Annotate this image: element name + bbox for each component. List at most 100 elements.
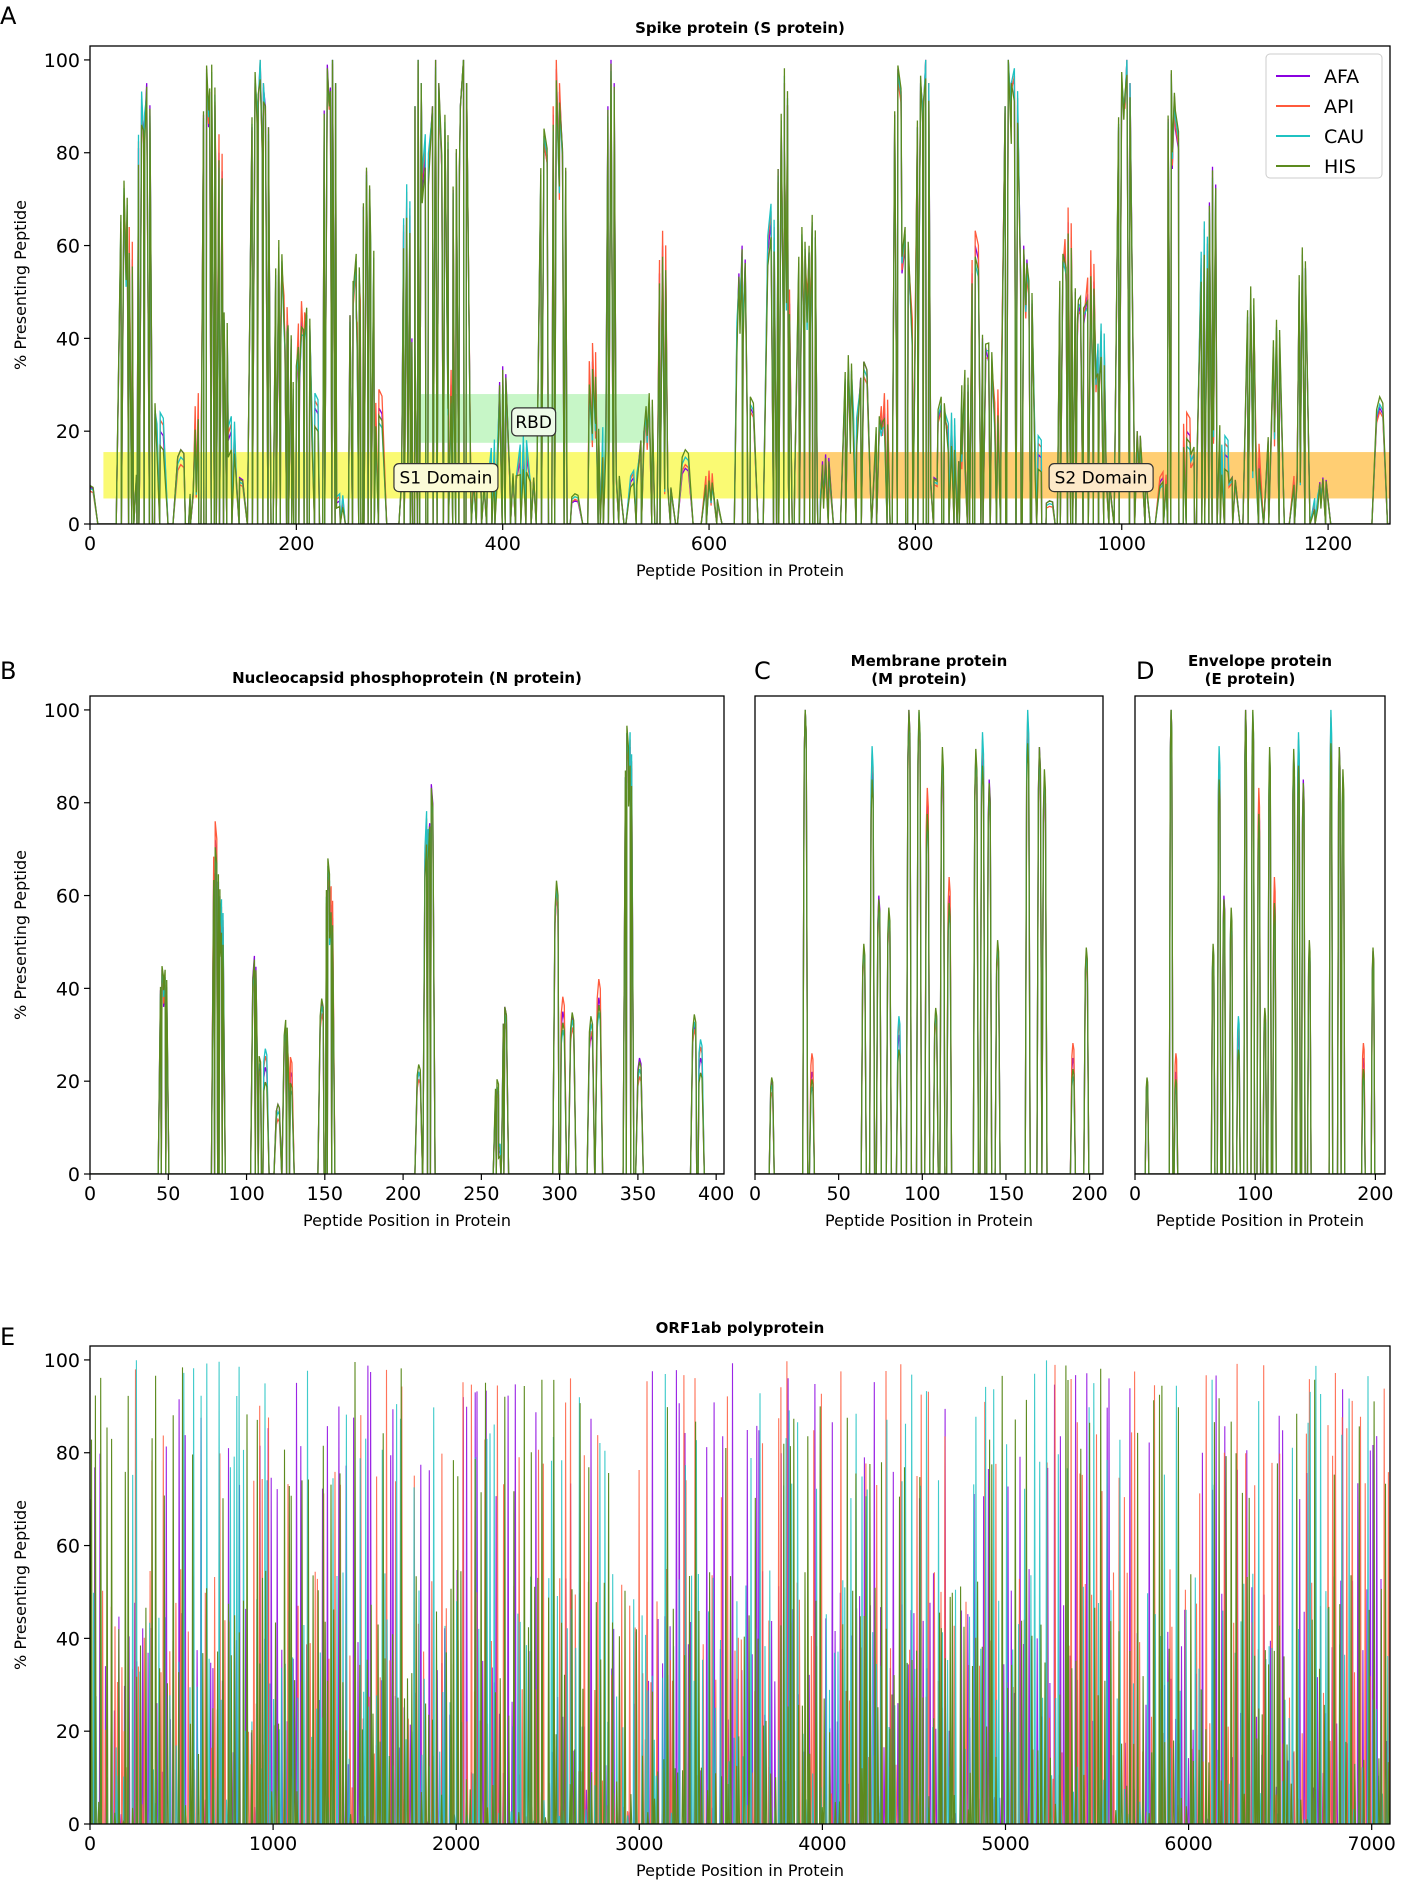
y-tick-label: 80 bbox=[56, 1443, 80, 1465]
y-axis-label: % Presenting Peptide bbox=[11, 200, 30, 370]
y-tick-label: 0 bbox=[68, 1814, 80, 1836]
x-tick-label: 0 bbox=[1129, 1183, 1141, 1205]
y-tick-label: 80 bbox=[56, 143, 80, 165]
x-tick-label: 250 bbox=[463, 1183, 499, 1205]
chart-title: Nucleocapsid phosphoprotein (N protein) bbox=[232, 669, 582, 687]
y-tick-label: 100 bbox=[44, 50, 80, 72]
x-tick-label: 150 bbox=[307, 1183, 343, 1205]
x-tick-label: 200 bbox=[1357, 1183, 1393, 1205]
series-group bbox=[755, 709, 1103, 1174]
chart-title: Spike protein (S protein) bbox=[635, 19, 845, 37]
region-label-box bbox=[393, 462, 499, 493]
panel-letter-b: B bbox=[0, 657, 16, 685]
x-tick-label: 7000 bbox=[1348, 1833, 1396, 1855]
y-tick-label: 20 bbox=[56, 1721, 80, 1743]
chart-title: (E protein) bbox=[1205, 670, 1296, 688]
x-tick-label: 50 bbox=[827, 1183, 851, 1205]
y-tick-label: 20 bbox=[56, 1071, 80, 1093]
y-tick-label: 40 bbox=[56, 978, 80, 1000]
x-tick-label: 200 bbox=[278, 533, 314, 555]
series-group bbox=[90, 59, 1390, 524]
plot-frame bbox=[89, 45, 1391, 525]
x-tick-label: 1000 bbox=[249, 1833, 297, 1855]
x-tick-label: 400 bbox=[698, 1183, 734, 1205]
y-tick-label: 40 bbox=[56, 328, 80, 350]
x-tick-label: 0 bbox=[749, 1183, 761, 1205]
envelope-protein-chart: 0 100 200 Envelope protein(E protein) Peptid… bbox=[1129, 652, 1394, 1230]
plot-frame bbox=[89, 1345, 1391, 1825]
x-tick-label: 0 bbox=[84, 533, 96, 555]
series-line-his bbox=[90, 725, 724, 1174]
legend-label-afa: AFA bbox=[1324, 66, 1359, 88]
x-tick-label: 1200 bbox=[1304, 533, 1352, 555]
x-tick-label: 400 bbox=[485, 533, 521, 555]
legend-label-api: API bbox=[1324, 96, 1354, 118]
x-tick-label: 300 bbox=[541, 1183, 577, 1205]
plot-frame bbox=[89, 695, 725, 1175]
series-line-his bbox=[90, 59, 1390, 524]
x-tick-label: 5000 bbox=[981, 1833, 1029, 1855]
region-label-box bbox=[1048, 462, 1154, 493]
series-line-his bbox=[1135, 709, 1385, 1174]
chart-title: Envelope protein bbox=[1188, 652, 1332, 670]
series-group bbox=[90, 1360, 1390, 1824]
x-tick-label: 350 bbox=[620, 1183, 656, 1205]
region-label: S2 Domain bbox=[1055, 469, 1148, 489]
chart-title: (M protein) bbox=[871, 670, 966, 688]
series-group bbox=[1135, 709, 1385, 1174]
x-tick-label: 4000 bbox=[798, 1833, 846, 1855]
x-tick-label: 1000 bbox=[1098, 533, 1146, 555]
y-tick-label: 20 bbox=[56, 421, 80, 443]
x-tick-label: 100 bbox=[228, 1183, 264, 1205]
orf1ab-chart: 0 1000 2000 3000 4000 5000 6000 7000 0 20 40 60 80 10… bbox=[11, 1319, 1396, 1880]
y-tick-label: 60 bbox=[56, 886, 80, 908]
y-tick-label: 100 bbox=[44, 700, 80, 722]
region-label: S1 Domain bbox=[399, 469, 492, 489]
chart-title: ORF1ab polyprotein bbox=[656, 1319, 825, 1337]
series-line-his bbox=[755, 709, 1103, 1174]
x-tick-label: 150 bbox=[988, 1183, 1024, 1205]
y-tick-label: 60 bbox=[56, 1536, 80, 1558]
x-tick-label: 0 bbox=[84, 1833, 96, 1855]
legend-label-his: HIS bbox=[1324, 156, 1356, 178]
x-axis-label: Peptide Position in Protein bbox=[636, 1861, 844, 1880]
x-tick-label: 200 bbox=[1071, 1183, 1107, 1205]
panel-letter-a: A bbox=[0, 2, 17, 30]
nucleocapsid-chart: 0 50 100 150 200 250 300 350 400 0 20 40 60 80 100 Nucl… bbox=[11, 669, 734, 1230]
plot-frame bbox=[754, 695, 1104, 1175]
x-tick-label: 100 bbox=[1237, 1183, 1273, 1205]
y-tick-label: 60 bbox=[56, 236, 80, 258]
x-tick-label: 2000 bbox=[432, 1833, 480, 1855]
y-tick-label: 0 bbox=[68, 1164, 80, 1186]
series-group bbox=[90, 725, 724, 1174]
x-tick-label: 50 bbox=[156, 1183, 180, 1205]
series-line-his bbox=[90, 1361, 1390, 1824]
x-tick-label: 0 bbox=[84, 1183, 96, 1205]
y-tick-label: 40 bbox=[56, 1628, 80, 1650]
panel-letter-c: C bbox=[754, 657, 771, 685]
x-axis-label: Peptide Position in Protein bbox=[303, 1211, 511, 1230]
x-axis-label: Peptide Position in Protein bbox=[825, 1211, 1033, 1230]
panel-letter-d: D bbox=[1136, 657, 1154, 685]
plot-frame bbox=[1134, 695, 1386, 1175]
chart-title: Membrane protein bbox=[851, 652, 1008, 670]
x-tick-label: 100 bbox=[904, 1183, 940, 1205]
series-line-afa bbox=[90, 1363, 1389, 1824]
region-label-box bbox=[511, 407, 557, 437]
y-tick-label: 100 bbox=[44, 1350, 80, 1372]
x-tick-label: 200 bbox=[385, 1183, 421, 1205]
y-tick-label: 0 bbox=[68, 514, 80, 536]
x-tick-label: 600 bbox=[691, 533, 727, 555]
x-tick-label: 6000 bbox=[1164, 1833, 1212, 1855]
x-axis-label: Peptide Position in Protein bbox=[1156, 1211, 1364, 1230]
legend-box bbox=[1265, 53, 1383, 179]
membrane-protein-chart: 0 50 100 150 200 Membrane protein(M protein) P… bbox=[749, 652, 1108, 1230]
region-label: RBD bbox=[515, 413, 552, 433]
y-axis-label: % Presenting Peptide bbox=[11, 1500, 30, 1670]
x-tick-label: 800 bbox=[897, 533, 933, 555]
legend-label-cau: CAU bbox=[1324, 126, 1364, 148]
x-axis-label: Peptide Position in Protein bbox=[636, 561, 844, 580]
y-tick-label: 80 bbox=[56, 793, 80, 815]
